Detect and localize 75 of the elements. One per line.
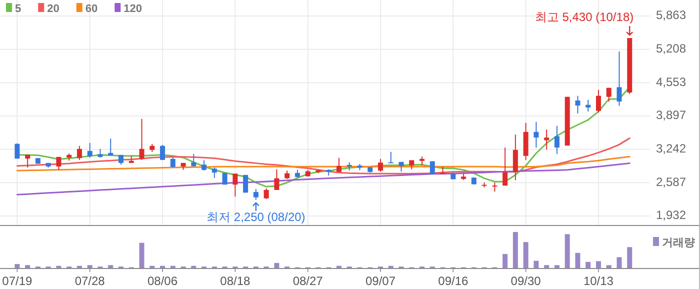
candlestick xyxy=(420,156,425,166)
legend-label: 120 xyxy=(124,3,142,15)
candlestick xyxy=(274,168,280,190)
candlestick xyxy=(502,147,508,186)
candlestick xyxy=(544,129,550,150)
bar xyxy=(596,261,601,268)
candlestick xyxy=(388,151,394,164)
annotation: 최저 2,250 (08/20) xyxy=(206,210,306,224)
candlestick xyxy=(606,87,612,102)
bar xyxy=(627,247,632,268)
candlestick xyxy=(202,160,207,172)
y-tick-label: 5,863 xyxy=(656,8,686,22)
candlestick xyxy=(108,138,114,156)
y-tick-label: 4,553 xyxy=(656,74,686,89)
candlestick xyxy=(378,158,383,172)
x-tick-label: 09/07 xyxy=(365,274,396,288)
candlestick xyxy=(212,167,217,178)
bar xyxy=(564,234,570,268)
candlestick xyxy=(492,182,498,192)
candlestick xyxy=(160,144,166,160)
x-tick-label: 09/30 xyxy=(510,274,542,288)
x-tick-label: 07/28 xyxy=(74,274,106,288)
y-tick-label: 5,208 xyxy=(656,41,686,56)
candlestick xyxy=(76,145,82,160)
candlestick xyxy=(430,160,435,175)
candlestick xyxy=(409,160,414,170)
legend-label: 거래량 xyxy=(662,237,695,249)
x-tick-label: 08/06 xyxy=(147,274,178,288)
bar xyxy=(139,242,144,268)
candlestick xyxy=(170,157,176,168)
candlestick xyxy=(253,188,258,200)
candlestick xyxy=(440,166,446,175)
bar xyxy=(14,264,20,268)
y-tick-label: 3,242 xyxy=(656,142,686,156)
bar xyxy=(87,265,92,268)
bar xyxy=(554,265,560,268)
legend-label: 60 xyxy=(85,3,98,15)
candlestick xyxy=(616,50,622,106)
bar xyxy=(502,254,508,268)
x-tick-label: 09/16 xyxy=(438,274,468,288)
bar xyxy=(586,262,591,268)
candlestick xyxy=(232,173,238,198)
bar xyxy=(534,260,539,268)
y-tick-label: 2,587 xyxy=(656,174,686,189)
candlestick xyxy=(554,125,560,154)
candlestick xyxy=(14,142,20,160)
candlestick xyxy=(25,154,30,168)
candlestick xyxy=(512,134,518,181)
candlestick xyxy=(586,99,591,112)
bar xyxy=(512,232,518,268)
bar xyxy=(523,242,528,268)
y-tick-label: 1,932 xyxy=(656,208,686,222)
y-tick-label: 3,897 xyxy=(656,108,686,122)
x-tick-label: 08/27 xyxy=(292,274,324,288)
candlestick xyxy=(87,142,92,158)
bar xyxy=(575,252,580,268)
candlestick xyxy=(56,156,62,170)
candlestick xyxy=(336,157,342,172)
candlestick xyxy=(264,188,269,200)
candlestick xyxy=(139,118,144,160)
annotation: 최고 5,430 (10/18) xyxy=(534,10,634,24)
x-tick-label: 10/13 xyxy=(583,274,614,288)
candlestick xyxy=(575,95,580,114)
legend-label: 20 xyxy=(47,3,60,15)
x-tick-label: 08/18 xyxy=(220,274,251,288)
bar xyxy=(616,257,622,268)
bar xyxy=(108,265,114,268)
x-tick-label: 07/19 xyxy=(2,274,33,288)
bar xyxy=(274,262,280,268)
bar xyxy=(606,265,612,268)
candlestick xyxy=(534,121,539,148)
bar xyxy=(25,265,30,268)
legend-label: 5 xyxy=(15,3,22,15)
bar xyxy=(544,265,550,268)
candlestick xyxy=(596,89,601,114)
